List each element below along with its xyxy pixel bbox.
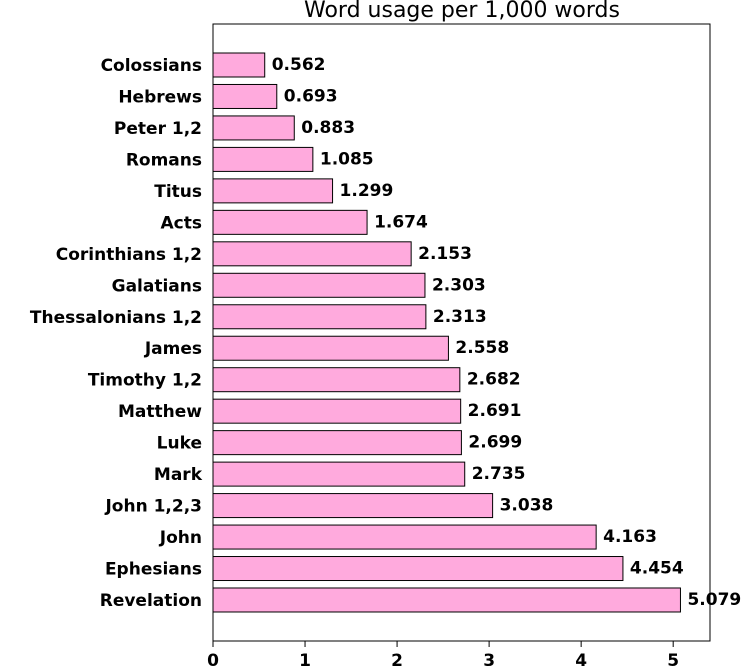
value-label: 2.558 [455,338,509,358]
y-tick-label: Thessalonians 1,2 [30,308,202,328]
y-tick-label: Peter 1,2 [114,119,202,139]
y-tick-label: Hebrews [118,87,202,107]
y-tick-label: John 1,2,3 [104,497,202,517]
chart-title: Word usage per 1,000 words [304,0,620,23]
y-tick-label: Matthew [118,402,202,422]
value-label: 0.562 [272,55,326,75]
value-label: 2.735 [472,464,526,484]
y-tick-label: Titus [154,182,202,202]
value-label: 3.038 [500,496,554,516]
bar [212,335,449,361]
bar [212,587,681,613]
value-label: 2.153 [418,244,472,264]
bar [212,398,462,424]
x-tick-label: 2 [391,651,403,671]
bar [212,241,412,267]
bar [212,272,426,298]
value-label: 1.674 [374,212,428,232]
bar [212,52,266,78]
value-label: 1.299 [340,181,394,201]
y-tick-label: James [144,339,202,359]
x-tick-label: 3 [483,651,495,671]
y-tick-label: Acts [161,213,202,233]
y-tick-label: Galatians [112,276,202,296]
value-label: 0.883 [301,118,355,138]
x-tick-label: 5 [667,651,679,671]
bar [212,461,466,487]
y-tick-label: Corinthians 1,2 [56,245,202,265]
bar [212,304,427,330]
value-label: 4.163 [603,527,657,547]
value-label: 1.085 [320,149,374,169]
y-tick-label: John [159,528,202,548]
bar [212,146,314,172]
x-tick-label: 1 [299,651,311,671]
x-tick-label: 4 [575,651,587,671]
value-label: 2.682 [467,370,521,390]
value-label: 0.693 [284,86,338,106]
y-tick-label: Timothy 1,2 [88,371,202,391]
x-tick-label: 0 [207,651,219,671]
y-tick-label: Colossians [101,56,202,76]
bar [212,524,597,550]
bar [212,367,461,393]
y-tick-label: Romans [126,150,202,170]
bar [212,178,334,204]
bar [212,556,624,582]
y-tick-label: Mark [154,465,203,485]
bar [212,209,368,235]
bar [212,493,494,519]
bar [212,83,278,109]
value-label: 2.699 [468,433,522,453]
value-label: 2.303 [432,275,486,295]
y-tick-label: Ephesians [105,560,202,580]
bar [212,430,462,456]
value-label: 2.691 [468,401,522,421]
value-label: 5.079 [687,590,741,610]
y-tick-label: Luke [157,434,202,454]
value-label: 4.454 [630,559,684,579]
bar [212,115,295,141]
y-tick-label: Revelation [100,591,202,611]
plot-frame [212,23,711,642]
value-label: 2.313 [433,307,487,327]
